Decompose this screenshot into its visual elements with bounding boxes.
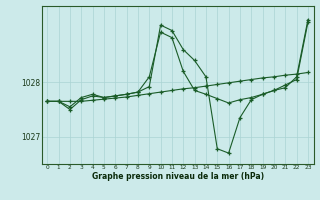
X-axis label: Graphe pression niveau de la mer (hPa): Graphe pression niveau de la mer (hPa): [92, 172, 264, 181]
